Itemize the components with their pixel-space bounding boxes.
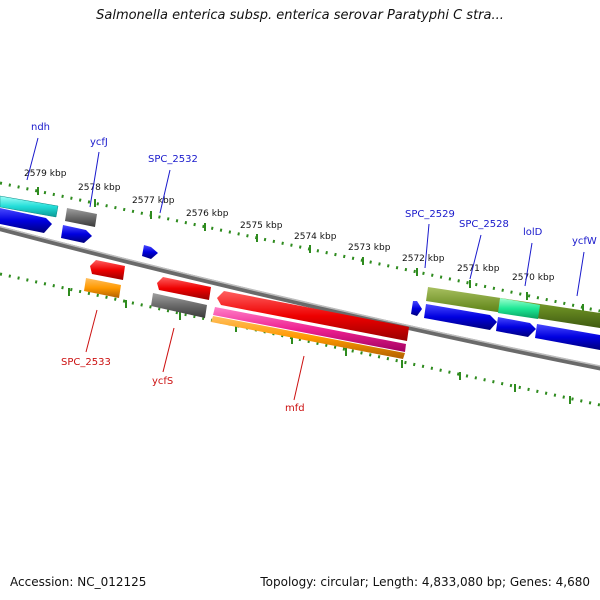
genome-summary: Topology: circular; Length: 4,833,080 bp… — [260, 575, 590, 589]
gene-feature-red-1 — [90, 260, 125, 280]
scale-label: 2572 kbp — [402, 254, 445, 264]
forward-gene-label-text: ndh ycfJ SPC_2532 SPC_2529 SPC_2528 lolD… — [31, 122, 597, 247]
gene-feature-orange — [211, 316, 405, 359]
gene-feature-ycfJ — [61, 225, 92, 243]
reverse-strand-features[interactable] — [84, 260, 409, 359]
inner-scale-ruler — [0, 272, 600, 407]
scale-label: 2570 kbp — [512, 273, 555, 283]
gene-label-ycfW: ycfW — [572, 236, 597, 247]
accession-label: Accession: NC_012125 — [10, 575, 147, 589]
gene-feature-small — [411, 301, 422, 316]
gene-feature-ndh — [0, 208, 52, 233]
gene-feature-SPC_2533 — [84, 278, 121, 298]
gene-label-SPC_2529: SPC_2529 — [405, 209, 455, 220]
gene-label-mfd: mfd — [285, 403, 305, 414]
gene-feature-ycfW — [535, 324, 600, 350]
forward-gene-labels — [26, 137, 585, 297]
gene-feature-SPC_2528 — [496, 317, 536, 337]
genome-backbone — [0, 226, 600, 371]
gene-feature-SPC_2532 — [142, 245, 158, 259]
scale-labels: 2579 kbp 2578 kbp 2577 kbp 2576 kbp 2575… — [24, 169, 555, 283]
scale-label: 2575 kbp — [240, 221, 283, 231]
gene-label-SPC_2533: SPC_2533 — [61, 357, 111, 368]
map-title: Salmonella enterica subsp. enterica sero… — [96, 8, 504, 23]
gene-feature-ycfS — [151, 293, 207, 318]
outer-major-ticks — [37, 187, 584, 312]
scale-label: 2571 kbp — [457, 264, 500, 274]
gene-label-ndh: ndh — [31, 122, 50, 133]
gene-feature-magenta — [213, 307, 406, 352]
forward-strand-features[interactable] — [0, 195, 600, 350]
gene-label-ycfS: ycfS — [152, 376, 173, 387]
gene-label-lolD: lolD — [523, 227, 543, 238]
gene-feature-mfd — [217, 291, 409, 341]
gene-label-ycfJ: ycfJ — [90, 137, 108, 148]
gene-feature-lolD — [498, 298, 540, 319]
scale-label: 2578 kbp — [78, 183, 121, 193]
gene-feature-gray — [65, 208, 97, 227]
scale-label: 2577 kbp — [132, 196, 175, 206]
gene-label-SPC_2532: SPC_2532 — [148, 154, 198, 165]
genome-backbone-highlight — [0, 225, 600, 367]
reverse-gene-labels — [85, 309, 305, 401]
scale-label: 2579 kbp — [24, 169, 67, 179]
gene-label-SPC_2528: SPC_2528 — [459, 219, 509, 230]
scale-label: 2576 kbp — [186, 209, 229, 219]
scale-label: 2573 kbp — [348, 243, 391, 253]
gene-feature-SPC_2529 — [424, 304, 497, 330]
gene-feature-red-2 — [157, 277, 211, 300]
outer-scale-ruler — [0, 181, 600, 313]
gene-feature-cyan — [0, 195, 59, 218]
scale-label: 2574 kbp — [294, 232, 337, 242]
reverse-gene-label-text: SPC_2533 ycfS mfd — [61, 357, 305, 414]
